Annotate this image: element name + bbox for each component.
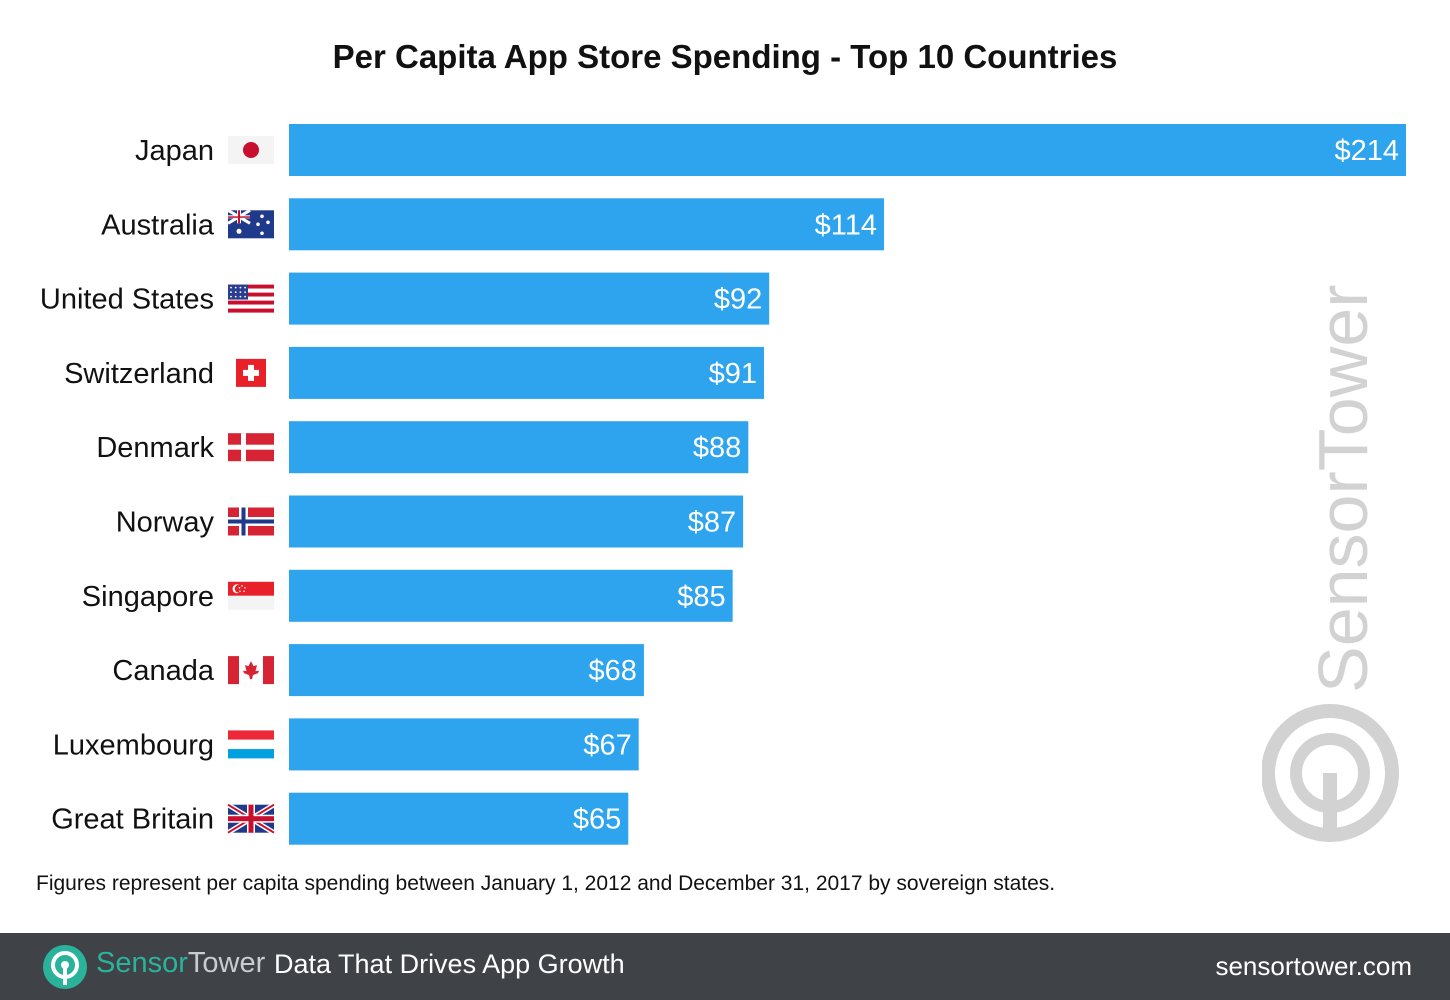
bar xyxy=(289,272,770,325)
footer-url[interactable]: sensortower.com xyxy=(1215,951,1412,981)
bar xyxy=(289,495,744,548)
flag-canada-icon xyxy=(228,656,274,685)
category-label: Great Britain xyxy=(51,804,214,836)
watermark-text: SensorTower xyxy=(1304,284,1382,693)
bar-value-label: $214 xyxy=(1334,135,1399,167)
bar-value-label: $92 xyxy=(714,284,762,316)
flag-norway-icon xyxy=(228,507,274,536)
category-label: Denmark xyxy=(96,432,214,464)
flag-japan-icon xyxy=(228,136,274,164)
category-label: Singapore xyxy=(82,581,214,613)
category-label: Japan xyxy=(135,135,214,167)
bar xyxy=(289,792,629,845)
category-label: Norway xyxy=(116,507,215,539)
bar xyxy=(289,124,1406,176)
sensortower-watermark: SensorTower xyxy=(1262,284,1399,842)
category-label: Luxembourg xyxy=(53,729,214,761)
bar xyxy=(289,421,749,474)
flag-australia-icon xyxy=(227,209,274,239)
footer-bar: SensorTower Data That Drives App Growth … xyxy=(0,933,1450,1000)
bar xyxy=(289,198,885,251)
category-label: United States xyxy=(40,284,214,316)
bar-value-label: $68 xyxy=(589,655,637,687)
flag-switzerland-icon xyxy=(236,358,266,387)
footer-brand: SensorTower xyxy=(96,947,265,980)
bar-value-label: $67 xyxy=(583,729,631,761)
footer-brand-tower: Tower xyxy=(187,947,266,979)
bar-value-label: $91 xyxy=(709,358,757,390)
bar xyxy=(289,346,764,399)
bar-value-label: $65 xyxy=(573,804,621,836)
bar-value-label: $88 xyxy=(693,432,741,464)
category-label: Australia xyxy=(101,209,215,241)
bar xyxy=(289,644,644,697)
sensortower-logo-icon xyxy=(43,945,87,989)
chart-title: Per Capita App Store Spending - Top 10 C… xyxy=(332,38,1118,75)
category-label: Canada xyxy=(112,655,214,687)
footer-brand-sensor: Sensor xyxy=(96,947,188,979)
flag-great-britain-icon xyxy=(226,802,276,835)
bar-value-label: $114 xyxy=(815,209,877,241)
bar-chart: Japan $214 Australia $114 United States $92 Sw… xyxy=(40,124,1406,845)
flag-united-states-icon xyxy=(228,284,274,313)
bar xyxy=(289,569,733,622)
watermark-logo-icon xyxy=(1262,704,1399,842)
flag-denmark-icon xyxy=(228,433,274,462)
bar-value-label: $85 xyxy=(677,581,725,613)
footnote: Figures represent per capita spending be… xyxy=(36,872,1056,895)
category-label: Switzerland xyxy=(64,358,214,390)
flag-singapore-icon xyxy=(228,581,274,610)
flag-luxembourg-icon xyxy=(228,730,274,759)
bar-value-label: $87 xyxy=(688,507,736,539)
bar xyxy=(289,718,639,771)
footer-tagline: Data That Drives App Growth xyxy=(274,949,625,979)
